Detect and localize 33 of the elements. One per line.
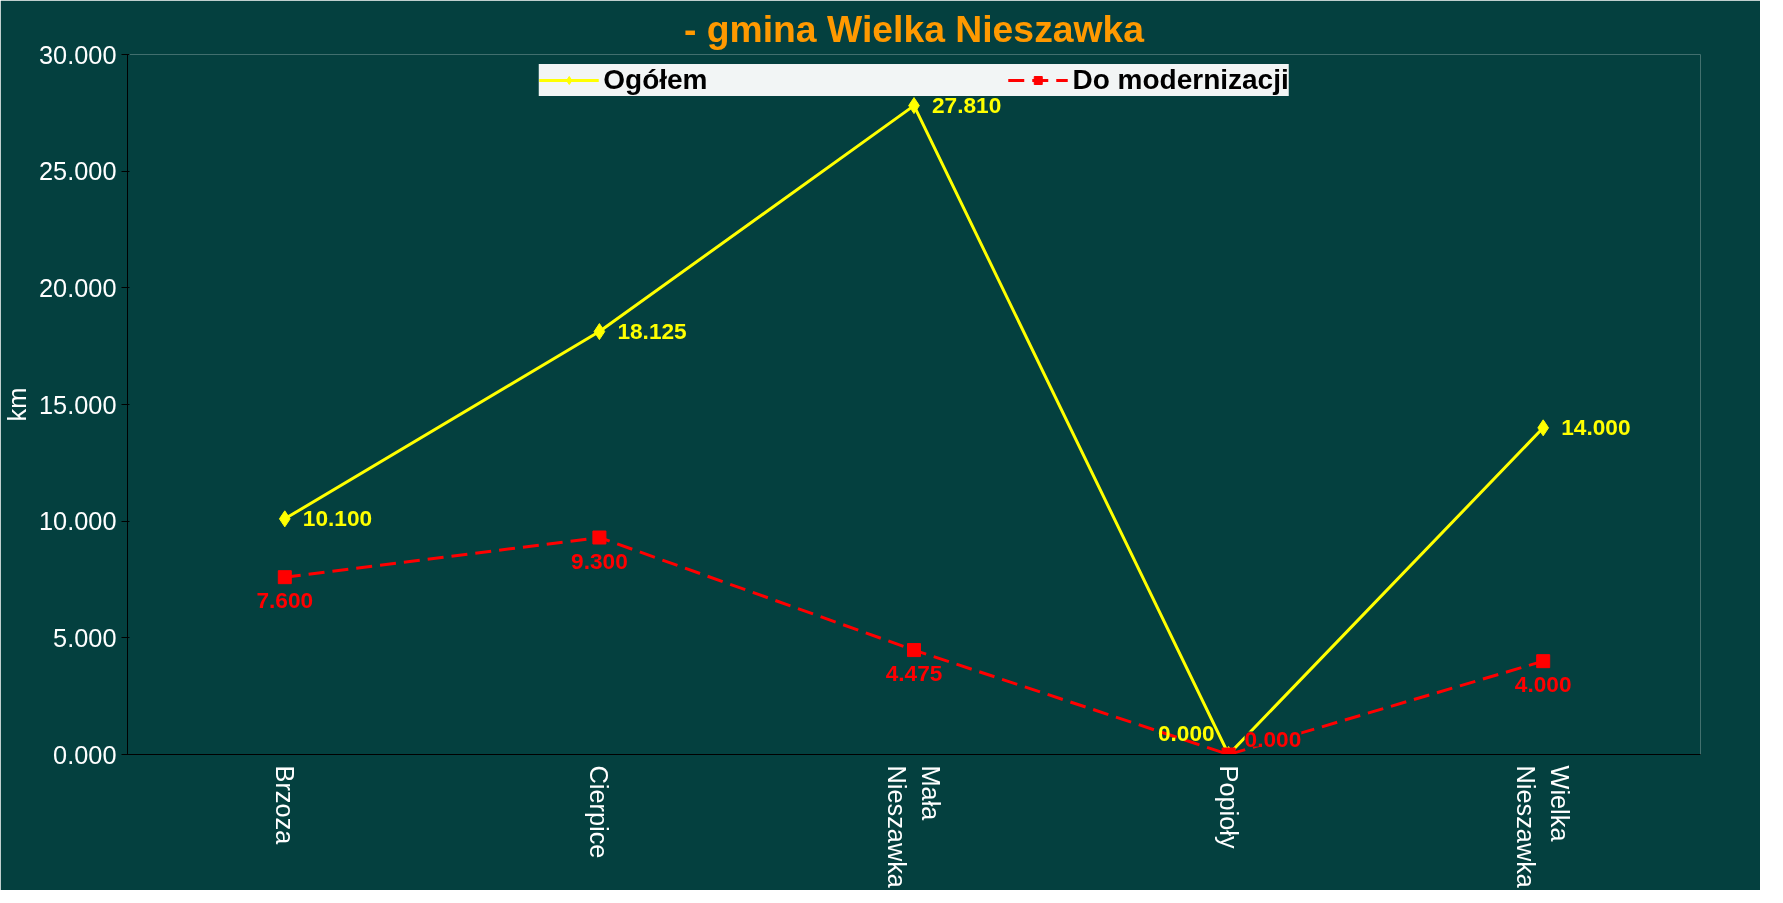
y-tick-label: 10.000 — [39, 507, 117, 536]
point — [1537, 419, 1550, 437]
y-tick-label: 0.000 — [53, 740, 117, 769]
x-tick-label: Cierpice — [585, 765, 614, 859]
data-label: 4.000 — [1514, 671, 1572, 698]
data-label: 18.125 — [617, 318, 687, 345]
y-axis-title: km — [3, 387, 32, 422]
x-tick-label: Popioły — [1214, 765, 1243, 849]
data-label: 10.100 — [302, 505, 373, 532]
point — [277, 570, 292, 585]
point — [593, 323, 606, 341]
x-tick-label: Brzoza — [270, 765, 299, 846]
data-label: 9.300 — [571, 547, 628, 574]
point — [907, 643, 921, 658]
data-label: 14.000 — [1561, 414, 1631, 441]
y-tick-label: 15.000 — [39, 390, 117, 419]
y-tick-label: 30.000 — [39, 40, 117, 69]
data-label: 0.000 — [1157, 719, 1215, 746]
point — [1536, 654, 1551, 669]
data-label: 0.000 — [1244, 725, 1302, 752]
data-label: 4.475 — [885, 660, 943, 687]
legend-label: Ogółem — [603, 64, 708, 96]
point — [278, 510, 291, 528]
chart-title: - gmina Wielka Nieszawka — [683, 7, 1145, 50]
x-tick-label: Mała Nieszawka — [883, 765, 945, 889]
data-label: 7.600 — [256, 587, 314, 614]
x-tick-label: Wielka Nieszawka — [1512, 765, 1574, 889]
point — [592, 530, 607, 545]
legend-label: Do modernizacji — [1072, 64, 1289, 96]
y-tick-label: 20.000 — [39, 273, 117, 302]
data-label: 27.810 — [932, 92, 1002, 119]
y-tick-label: 25.000 — [39, 157, 117, 186]
y-tick-label: 5.000 — [53, 623, 117, 652]
